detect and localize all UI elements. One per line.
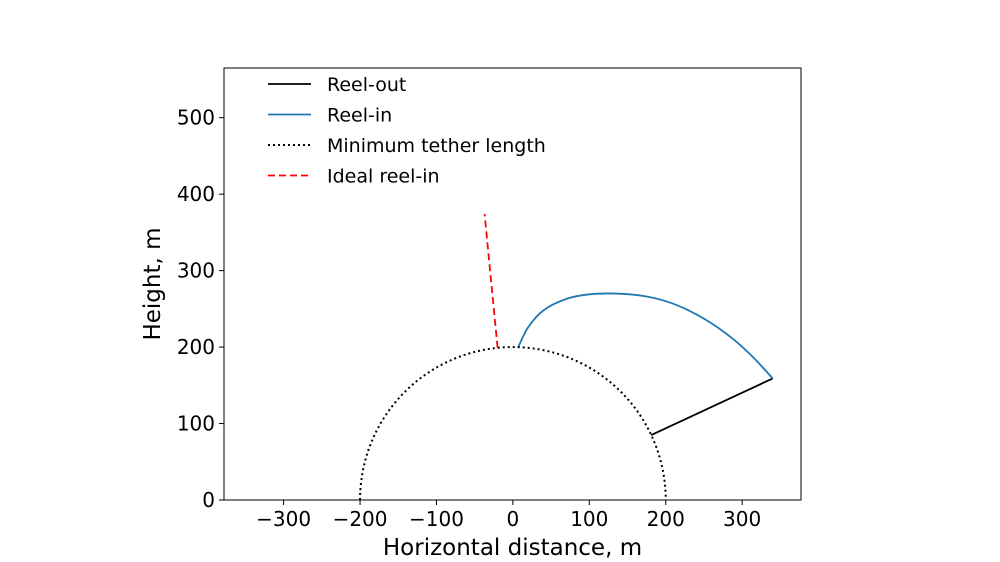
y-tick-label: 400	[177, 182, 215, 206]
legend-label: Reel-in	[327, 105, 392, 127]
x-tick-label: −300	[256, 507, 311, 531]
y-tick-label: 300	[177, 259, 215, 283]
y-tick-label: 100	[177, 412, 215, 436]
series-line-reel-in	[517, 292, 774, 380]
x-tick-label: −100	[409, 507, 464, 531]
series-line-reel-out	[650, 377, 774, 436]
legend-label: Ideal reel-in	[327, 166, 440, 188]
x-tick-label: 0	[507, 507, 520, 531]
series-line-ideal-reel-in	[483, 213, 499, 348]
x-axis-label: Horizontal distance, m	[383, 535, 642, 561]
series-line-minimum-tether-length	[359, 346, 667, 501]
x-axis: −300 −200 −100 0 100 200 300	[256, 500, 761, 531]
legend: Reel-out Reel-in Minimum tether length Idea…	[268, 74, 546, 188]
y-tick-label: 500	[177, 106, 215, 130]
legend-label: Minimum tether length	[327, 135, 546, 157]
legend-label: Reel-out	[327, 74, 406, 96]
x-tick-label: 100	[570, 507, 608, 531]
x-tick-label: 300	[723, 507, 761, 531]
y-axis-label: Height, m	[140, 227, 166, 340]
x-tick-label: 200	[647, 507, 685, 531]
x-tick-label: −200	[333, 507, 388, 531]
series-layer	[359, 213, 774, 501]
y-axis: 0 100 200 300 400 500	[177, 106, 224, 512]
plot-area	[223, 67, 802, 501]
y-tick-label: 200	[177, 335, 215, 359]
y-tick-label: 0	[202, 488, 215, 512]
